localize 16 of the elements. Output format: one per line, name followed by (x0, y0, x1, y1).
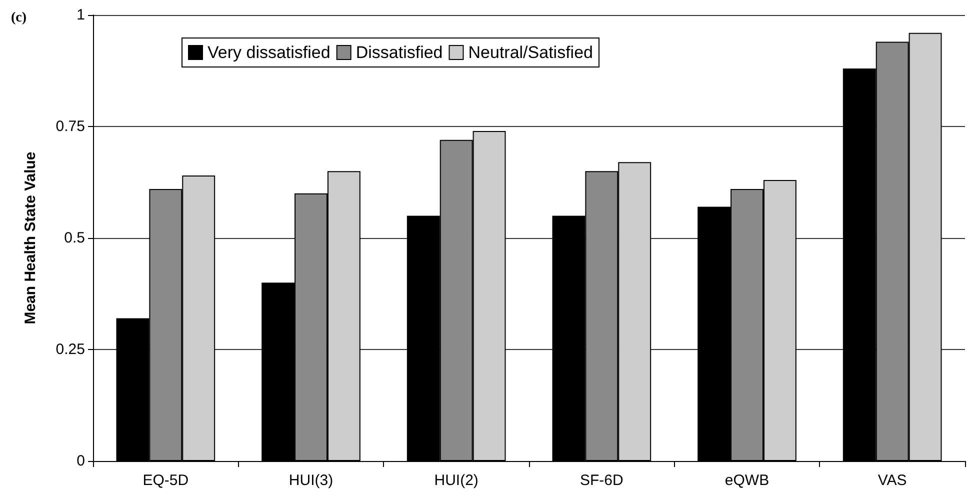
y-tick-label: 1 (76, 6, 85, 24)
x-tick-label: SF-6D (580, 472, 624, 489)
chart-title: (c) (11, 10, 27, 26)
y-tick-label: 0.75 (56, 118, 85, 135)
legend-label: Neutral/Satisfied (468, 43, 593, 62)
x-tick-label: VAS (878, 472, 907, 489)
y-tick-label: 0.25 (56, 341, 85, 358)
x-tick-label: HUI(3) (288, 472, 334, 489)
x-tick-label: EQ-5D (142, 472, 189, 489)
y-tick-label: 0 (76, 452, 85, 470)
y-tick-label: 0.5 (64, 230, 85, 246)
x-tick-label: eQWB (724, 472, 770, 489)
legend-label: Dissatisfied (356, 43, 443, 62)
x-tick-label: HUI(2) (434, 472, 478, 489)
legend-label: Very dissatisfied (208, 43, 330, 62)
y-axis-title: Mean Health State Value (22, 152, 39, 324)
